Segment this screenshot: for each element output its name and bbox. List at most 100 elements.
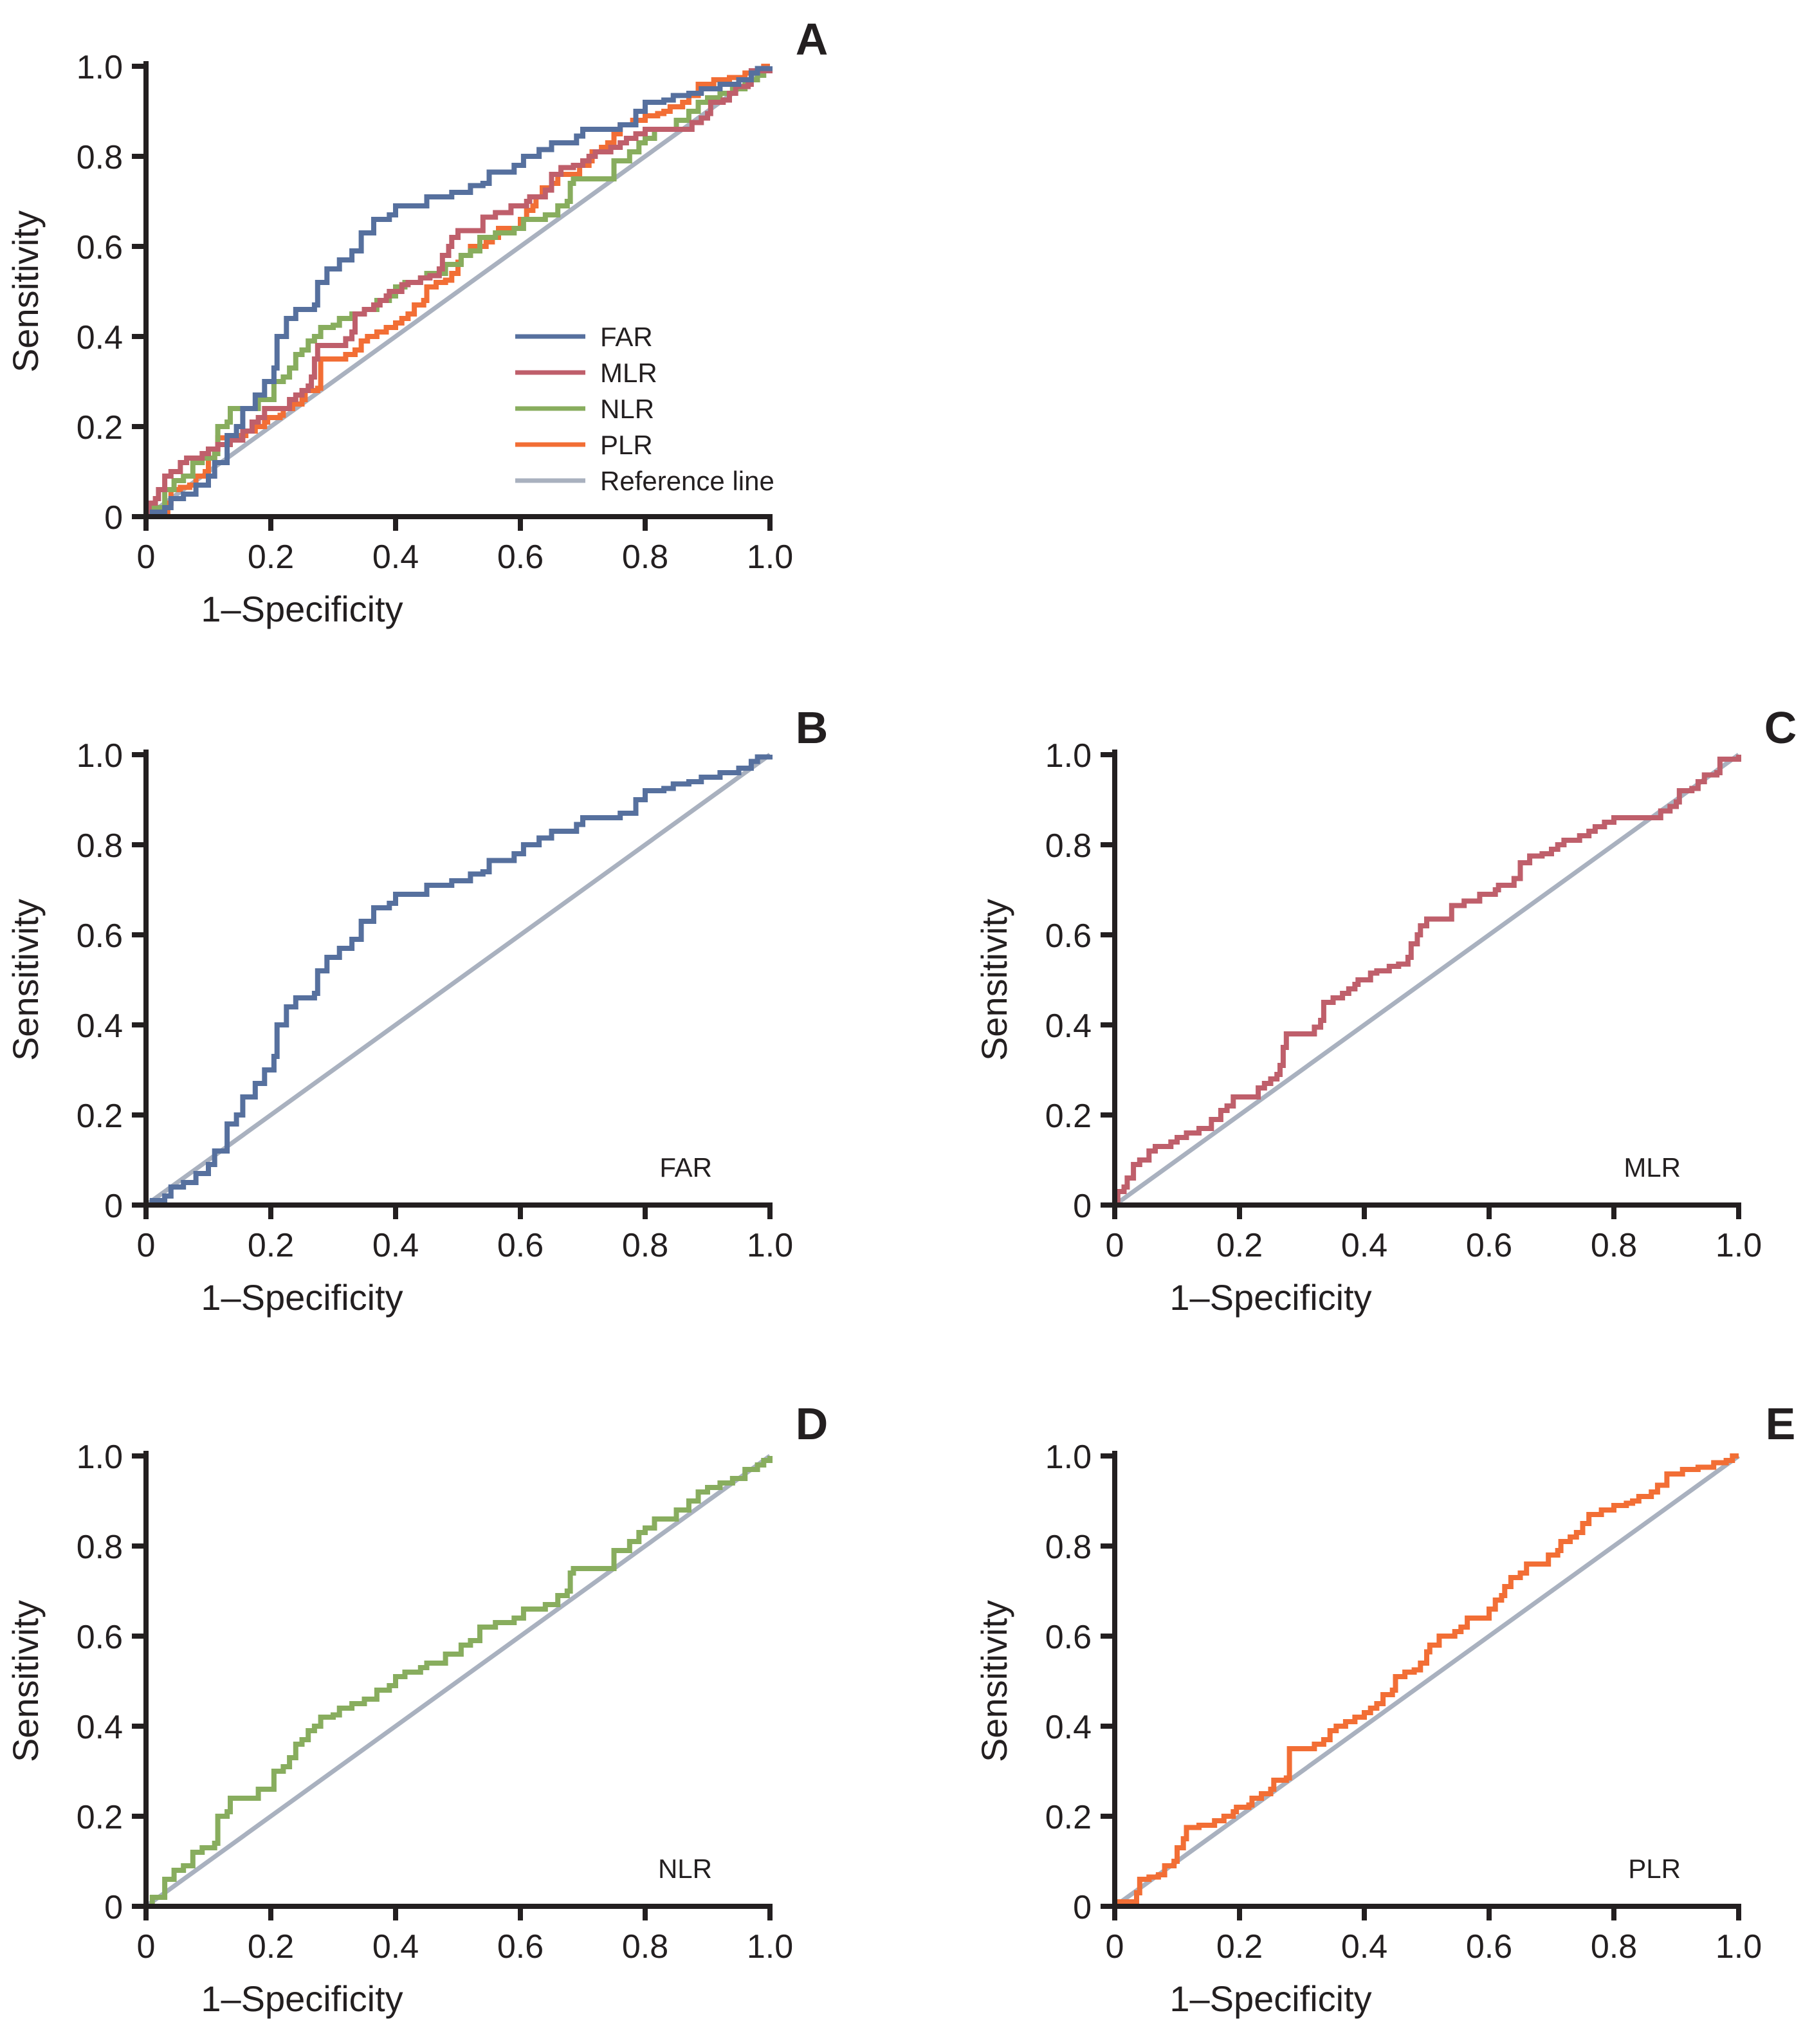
- legend-label: FAR: [600, 322, 653, 352]
- y-tick-label: 0.8: [77, 139, 123, 176]
- legend-label: PLR: [600, 430, 653, 460]
- x-tick-label: 0.2: [1216, 1928, 1263, 1966]
- legend-item-mlr: MLR: [515, 358, 657, 388]
- reference-line: [144, 753, 772, 1207]
- y-tick-label: 0.2: [77, 1098, 123, 1135]
- series-label: NLR: [658, 1854, 712, 1884]
- y-tick-label: 0.2: [77, 1799, 123, 1836]
- x-axis-title: 1–Specificity: [1169, 1978, 1371, 2019]
- y-axis-title: Sensitivity: [5, 1600, 46, 1762]
- x-tick-label: 0.4: [1341, 1227, 1387, 1264]
- x-tick-label: 0.6: [1466, 1227, 1512, 1264]
- y-tick-label: 0.2: [1045, 1799, 1092, 1836]
- x-tick-label: 0.2: [248, 539, 294, 576]
- x-tick-label: 0: [137, 539, 156, 576]
- roc-curve-far: [146, 66, 773, 519]
- y-tick-label: 0.8: [77, 1529, 123, 1566]
- y-tick-label: 0.6: [1045, 1619, 1092, 1656]
- x-tick-label: 0.4: [1341, 1928, 1387, 1966]
- panel-letter: A: [796, 14, 828, 64]
- x-tick-label: 0: [1106, 1227, 1124, 1264]
- y-tick-label: 0.2: [77, 409, 123, 447]
- panel-d: 0 0.2 0.4 0.6 0.8 1.0 0 0.2 0.4 0.6 0.8 1.0 1–Specif…: [5, 1399, 828, 2019]
- series-label: FAR: [659, 1152, 712, 1183]
- panel-letter: E: [1766, 1399, 1796, 1449]
- y-tick-label: 0.4: [1045, 1008, 1092, 1045]
- y-tick-label: 1.0: [1045, 737, 1092, 775]
- y-tick-label: 1.0: [77, 737, 123, 775]
- roc-curve-mlr: [146, 66, 773, 519]
- x-tick-label: 0.8: [622, 1227, 668, 1264]
- panel-c: 0 0.2 0.4 0.6 0.8 1.0 0 0.2 0.4 0.6 0.8 1.0 1–Specif…: [974, 703, 1797, 1318]
- legend-item-far: FAR: [515, 322, 653, 352]
- y-tick-label: 0.4: [77, 1008, 123, 1045]
- y-tick-label: 0: [1073, 1188, 1092, 1225]
- x-tick-label: 1.0: [747, 1227, 793, 1264]
- x-tick-label: 0.6: [497, 539, 544, 576]
- x-tick-label: 1.0: [1716, 1227, 1762, 1264]
- x-tick-label: 0.4: [372, 539, 419, 576]
- reference-line: [1113, 1454, 1741, 1908]
- legend-label: NLR: [600, 394, 654, 424]
- y-axis-title: Sensitivity: [974, 1600, 1014, 1762]
- x-tick-label: 0.6: [1466, 1928, 1512, 1966]
- x-tick-label: 0: [1106, 1928, 1124, 1966]
- x-tick-label: 0.6: [497, 1928, 544, 1966]
- y-axis-title: Sensitivity: [974, 899, 1014, 1061]
- panel-letter: D: [796, 1399, 828, 1449]
- panel-e: 0 0.2 0.4 0.6 0.8 1.0 0 0.2 0.4 0.6 0.8 1.0 1–Specif…: [974, 1399, 1795, 2019]
- x-tick-label: 0.4: [372, 1227, 419, 1264]
- x-tick-label: 0.8: [622, 1928, 668, 1966]
- x-axis-title: 1–Specificity: [201, 1978, 403, 2019]
- roc-curve-nlr: [146, 1456, 773, 1909]
- panel-b: 0 0.2 0.4 0.6 0.8 1.0 0 0.2 0.4 0.6 0.8 1.0 1–Specif…: [5, 703, 828, 1318]
- roc-curve-far: [146, 754, 773, 1208]
- y-tick-label: 0.4: [77, 1709, 123, 1746]
- x-tick-label: 0.8: [622, 539, 668, 576]
- y-tick-label: 0.4: [77, 319, 123, 356]
- y-tick-label: 0.8: [77, 827, 123, 865]
- x-tick-label: 0.8: [1591, 1928, 1637, 1966]
- y-tick-label: 1.0: [77, 49, 123, 86]
- y-tick-label: 0.6: [1045, 917, 1092, 955]
- x-tick-label: 0.2: [248, 1928, 294, 1966]
- y-tick-label: 0: [104, 499, 123, 537]
- y-tick-label: 1.0: [1045, 1439, 1092, 1476]
- y-tick-label: 0.8: [1045, 827, 1092, 865]
- y-tick-label: 0.2: [1045, 1098, 1092, 1135]
- x-tick-label: 0: [137, 1227, 156, 1264]
- x-tick-label: 0.2: [248, 1227, 294, 1264]
- y-tick-label: 0: [104, 1188, 123, 1225]
- series-label: MLR: [1624, 1152, 1681, 1183]
- legend-label: MLR: [600, 358, 657, 388]
- roc-curve-plr: [1115, 1453, 1739, 1909]
- y-tick-label: 1.0: [77, 1439, 123, 1476]
- y-tick-label: 0.6: [77, 229, 123, 266]
- x-axis-title: 1–Specificity: [201, 1277, 403, 1318]
- panel-letter: C: [1764, 703, 1797, 753]
- panel-a: 0 0.2 0.4 0.6 0.8 1.0 0 0.2 0.4 0.6 0.8 1.0 1–Specif…: [5, 14, 828, 629]
- y-tick-label: 0.8: [1045, 1529, 1092, 1566]
- panel-letter: B: [796, 703, 828, 753]
- x-tick-label: 0.2: [1216, 1227, 1263, 1264]
- legend-item-plr: PLR: [515, 430, 653, 460]
- y-tick-label: 0: [1073, 1889, 1092, 1926]
- x-tick-label: 0.4: [372, 1928, 419, 1966]
- legend-label: Reference line: [600, 466, 774, 496]
- legend-item-reference-line: Reference line: [515, 466, 774, 496]
- y-tick-label: 0.6: [77, 917, 123, 955]
- reference-line: [144, 1454, 772, 1908]
- y-tick-label: 0.6: [77, 1619, 123, 1656]
- reference-line: [1113, 753, 1741, 1207]
- x-tick-label: 0.6: [497, 1227, 544, 1264]
- legend: FAR MLR NLR PLR Reference line: [515, 322, 774, 496]
- x-tick-label: 1.0: [747, 539, 793, 576]
- reference-line: [144, 64, 772, 519]
- series-label: PLR: [1628, 1854, 1681, 1884]
- y-axis-title: Sensitivity: [5, 210, 46, 373]
- x-tick-label: 1.0: [1716, 1928, 1762, 1966]
- x-tick-label: 0.8: [1591, 1227, 1637, 1264]
- y-axis-title: Sensitivity: [5, 899, 46, 1061]
- x-tick-label: 1.0: [747, 1928, 793, 1966]
